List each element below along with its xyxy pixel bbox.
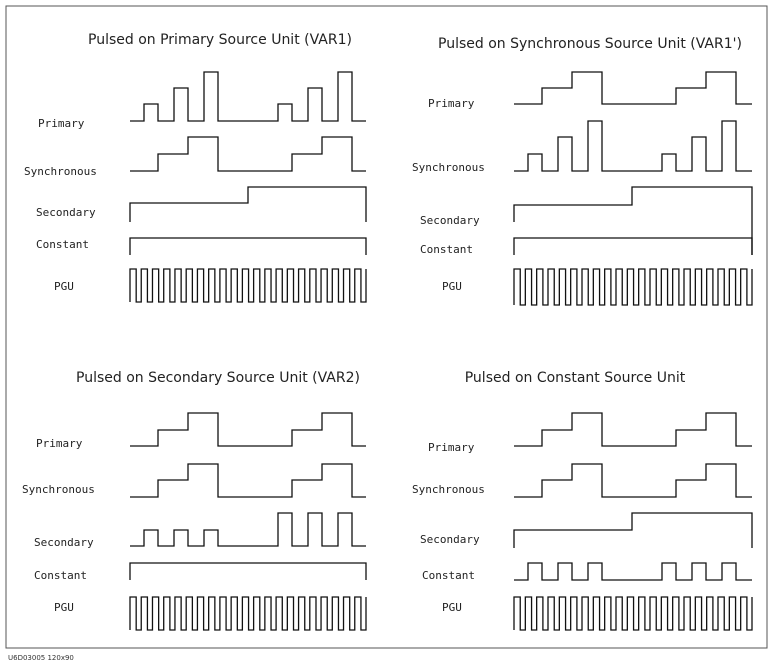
panel-pulsed-synchronous: Pulsed on Synchronous Source Unit (VAR1'…	[412, 36, 753, 306]
panel-title: Pulsed on Synchronous Source Unit (VAR1'…	[438, 36, 742, 52]
figure-frame	[5, 5, 768, 649]
synchronous-label: Synchronous	[22, 483, 95, 496]
constant-label: Constant	[34, 569, 87, 582]
synchronous-waveform	[130, 463, 366, 498]
synchronous-label: Synchronous	[412, 161, 485, 174]
panel-title: Pulsed on Primary Source Unit (VAR1)	[88, 32, 352, 48]
constant-waveform	[129, 237, 367, 255]
pgu-waveform	[513, 596, 753, 631]
constant-label: Constant	[36, 238, 89, 251]
primary-waveform	[514, 71, 752, 105]
pgu-waveform	[129, 596, 367, 631]
constant-label: Constant	[420, 243, 473, 256]
secondary-label: Secondary	[36, 206, 96, 219]
secondary-label: Secondary	[420, 214, 480, 227]
primary-waveform	[130, 412, 366, 447]
pgu-label: PGU	[54, 601, 74, 614]
secondary-waveform	[129, 186, 367, 222]
constant-waveform	[513, 237, 753, 255]
panel-pulsed-secondary: Pulsed on Secondary Source Unit (VAR2) P…	[22, 370, 367, 631]
panel-pulsed-primary: Pulsed on Primary Source Unit (VAR1) Pri…	[24, 32, 367, 303]
figure-caption: U6D03005 120x90	[8, 654, 74, 662]
secondary-label: Secondary	[34, 536, 94, 549]
primary-waveform	[130, 71, 366, 122]
primary-label: Primary	[428, 97, 475, 110]
panel-title: Pulsed on Secondary Source Unit (VAR2)	[76, 370, 360, 386]
constant-waveform	[514, 562, 752, 581]
synchronous-label: Synchronous	[24, 165, 97, 178]
constant-waveform	[129, 562, 367, 580]
pgu-label: PGU	[442, 280, 462, 293]
synchronous-waveform	[514, 120, 752, 172]
synchronous-label: Synchronous	[412, 483, 485, 496]
panel-title: Pulsed on Constant Source Unit	[465, 370, 686, 386]
constant-label: Constant	[422, 569, 475, 582]
synchronous-waveform	[514, 463, 752, 498]
panel-pulsed-constant: Pulsed on Constant Source Unit Primary S…	[412, 370, 753, 631]
secondary-waveform	[130, 512, 366, 547]
primary-waveform	[514, 412, 752, 447]
primary-label: Primary	[428, 441, 475, 454]
pgu-waveform	[513, 268, 753, 306]
secondary-waveform	[513, 186, 753, 255]
pgu-label: PGU	[442, 601, 462, 614]
pgu-label: PGU	[54, 280, 74, 293]
synchronous-waveform	[130, 136, 366, 172]
primary-label: Primary	[38, 117, 85, 130]
primary-label: Primary	[36, 437, 83, 450]
secondary-waveform	[513, 512, 753, 548]
pgu-waveform	[129, 268, 367, 303]
secondary-label: Secondary	[420, 533, 480, 546]
